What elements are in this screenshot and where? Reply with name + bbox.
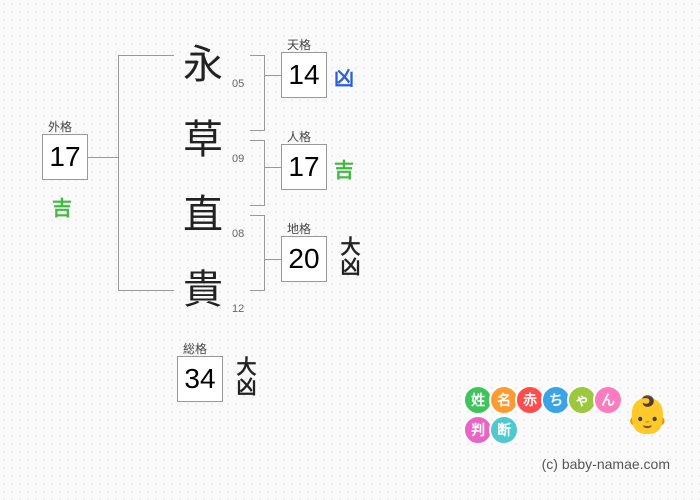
line [250,140,264,141]
name-char-1: 永 [178,40,228,90]
line [264,259,281,260]
jinkaku-box: 17 [281,144,327,190]
line [118,55,119,290]
line [250,55,264,56]
tenkaku-value: 14 [288,59,319,91]
soukaku-box: 34 [177,356,223,402]
name-char-2: 草 [178,115,228,165]
stroke-2: 09 [232,153,244,165]
jinkaku-value: 17 [288,151,319,183]
soukaku-fortune: 大凶 [230,356,259,396]
stroke-4: 12 [232,303,244,315]
jinkaku-fortune: 吉 [334,154,354,183]
chikaku-fortune: 大凶 [334,236,363,276]
stroke-3: 08 [232,228,244,240]
tenkaku-label: 天格 [287,36,311,53]
chikaku-label: 地格 [287,220,311,237]
line [250,205,264,206]
gaikaku-value: 17 [49,141,80,173]
line [264,140,265,206]
line [118,55,174,56]
jinkaku-label: 人格 [287,128,311,145]
soukaku-value: 34 [184,363,215,395]
gaikaku-fortune: 吉 [52,192,72,221]
soukaku-label: 総格 [183,340,207,357]
baby-icon: 👶 [625,394,670,436]
tenkaku-fortune: 凶 [334,62,354,91]
tenkaku-box: 14 [281,52,327,98]
logo: 姓 名 赤 ち ゃ ん 判 断 👶 [465,385,670,445]
line [264,75,281,76]
name-char-4: 貴 [178,265,228,315]
name-char-3: 直 [178,190,228,240]
logo-circle: ん [593,385,623,415]
line [250,215,264,216]
chikaku-value: 20 [288,243,319,275]
line [264,167,281,168]
logo-circle: 断 [489,415,519,445]
copyright: (c) baby-namae.com [542,456,670,472]
line [264,55,265,131]
gaikaku-box: 17 [42,134,88,180]
line [264,215,265,291]
chikaku-box: 20 [281,236,327,282]
gaikaku-label: 外格 [48,118,72,135]
line [250,130,264,131]
line [250,290,264,291]
stroke-1: 05 [232,78,244,90]
line [88,157,118,158]
line [118,290,174,291]
